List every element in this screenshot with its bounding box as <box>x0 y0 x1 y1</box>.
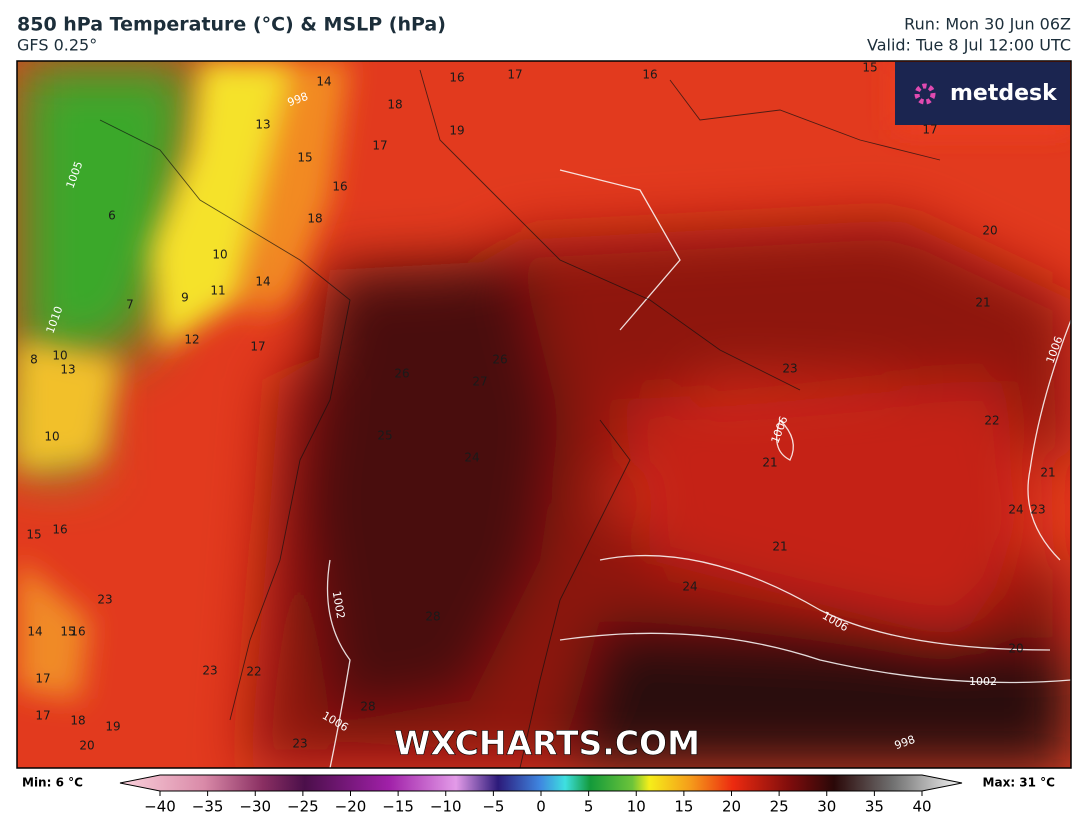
temperature-label: 24 <box>682 580 697 594</box>
colorbar-tick-label: 15 <box>674 798 693 816</box>
temperature-label: 19 <box>105 720 120 734</box>
temperature-label: 14 <box>27 625 42 639</box>
temperature-label: 15 <box>26 528 41 542</box>
temperature-label: 12 <box>184 333 199 347</box>
map <box>17 61 1071 768</box>
watermark: WXCHARTS.COM <box>394 724 700 763</box>
temperature-label: 17 <box>507 68 522 82</box>
logo-text: metdesk <box>950 81 1058 106</box>
temperature-label: 20 <box>79 739 94 753</box>
temperature-label: 20 <box>1008 642 1023 656</box>
temperature-label: 23 <box>202 664 217 678</box>
temperature-label: 11 <box>210 284 225 298</box>
temperature-label: 27 <box>472 375 487 389</box>
colorbar: Min: 6 °C Max: 31 °C <box>22 774 1056 792</box>
logo-box: metdesk <box>895 62 1070 125</box>
temperature-label: 15 <box>297 151 312 165</box>
temperature-label: 28 <box>360 700 375 714</box>
temperature-label: 23 <box>97 593 112 607</box>
temperature-label: 14 <box>255 275 270 289</box>
temperature-label: 23 <box>292 737 307 751</box>
colorbar-tick-label: −5 <box>482 798 504 816</box>
colorbar-tick-label: −15 <box>382 798 414 816</box>
colorbar-tick-label: 5 <box>584 798 594 816</box>
temperature-label: 16 <box>52 523 67 537</box>
temperature-label: 10 <box>52 349 67 363</box>
temperature-label: 16 <box>70 625 85 639</box>
temperature-label: 10 <box>212 248 227 262</box>
temperature-label: 13 <box>60 363 75 377</box>
temperature-label: 21 <box>1040 466 1055 480</box>
subtitle: GFS 0.25° <box>17 36 97 55</box>
temperature-label: 23 <box>782 362 797 376</box>
valid-time: Valid: Tue 8 Jul 12:00 UTC <box>867 36 1071 55</box>
temperature-label: 16 <box>332 180 347 194</box>
temperature-label: 22 <box>246 665 261 679</box>
temperature-label: 24 <box>464 451 479 465</box>
colorbar-tick-label: 40 <box>912 798 931 816</box>
colorbar-tick-label: 35 <box>865 798 884 816</box>
temperature-label: 9 <box>181 291 189 305</box>
colorbar-tick-label: −10 <box>430 798 462 816</box>
title: 850 hPa Temperature (°C) & MSLP (hPa) <box>17 14 446 36</box>
temperature-label: 7 <box>126 298 134 312</box>
temperature-label: 19 <box>449 124 464 138</box>
temperature-label: 21 <box>975 296 990 310</box>
temperature-label: 17 <box>372 139 387 153</box>
temperature-label: 14 <box>316 75 331 89</box>
temperature-label: 18 <box>70 714 85 728</box>
colorbar-max: Max: 31 °C <box>983 776 1056 790</box>
pressure-label: 1002 <box>330 590 348 620</box>
temperature-label: 17 <box>922 123 937 137</box>
run-time: Run: Mon 30 Jun 06Z <box>904 15 1071 34</box>
pressure-label: 1002 <box>969 675 997 688</box>
temperature-label: 18 <box>307 212 322 226</box>
colorbar-tick-label: −35 <box>192 798 224 816</box>
temperature-label: 6 <box>108 209 116 223</box>
temperature-label: 16 <box>642 68 657 82</box>
map-frame <box>16 60 1072 769</box>
colorbar-tick-label: 0 <box>536 798 546 816</box>
colorbar-tick-label: 10 <box>627 798 646 816</box>
temperature-label: 21 <box>762 456 777 470</box>
temperature-label: 23 <box>1030 503 1045 517</box>
temperature-label: 20 <box>982 224 997 238</box>
temperature-label: 24 <box>1008 503 1023 517</box>
temperature-label: 17 <box>35 672 50 686</box>
colorbar-tick-label: −20 <box>335 798 367 816</box>
temperature-label: 16 <box>449 71 464 85</box>
colorbar-tick-label: 30 <box>817 798 836 816</box>
temperature-label: 17 <box>250 340 265 354</box>
temperature-label: 18 <box>387 98 402 112</box>
temperature-label: 15 <box>60 625 75 639</box>
colorbar-tick-label: 20 <box>722 798 741 816</box>
colorbar-tick-label: −40 <box>144 798 176 816</box>
temperature-label: 10 <box>44 430 59 444</box>
temperature-label: 25 <box>377 429 392 443</box>
temperature-label: 8 <box>30 353 38 367</box>
temperature-label: 15 <box>862 61 877 75</box>
temperature-label: 13 <box>255 118 270 132</box>
colorbar-tick-label: 25 <box>770 798 789 816</box>
colorbar-tick-label: −30 <box>239 798 271 816</box>
temperature-label: 17 <box>35 709 50 723</box>
colorbar-tick-label: −25 <box>287 798 319 816</box>
temperature-label: 22 <box>984 414 999 428</box>
temperature-label: 26 <box>394 367 409 381</box>
temperature-label: 26 <box>492 353 507 367</box>
colorbar-min: Min: 6 °C <box>22 776 83 790</box>
temperature-label: 21 <box>772 540 787 554</box>
temperature-label: 28 <box>425 610 440 624</box>
